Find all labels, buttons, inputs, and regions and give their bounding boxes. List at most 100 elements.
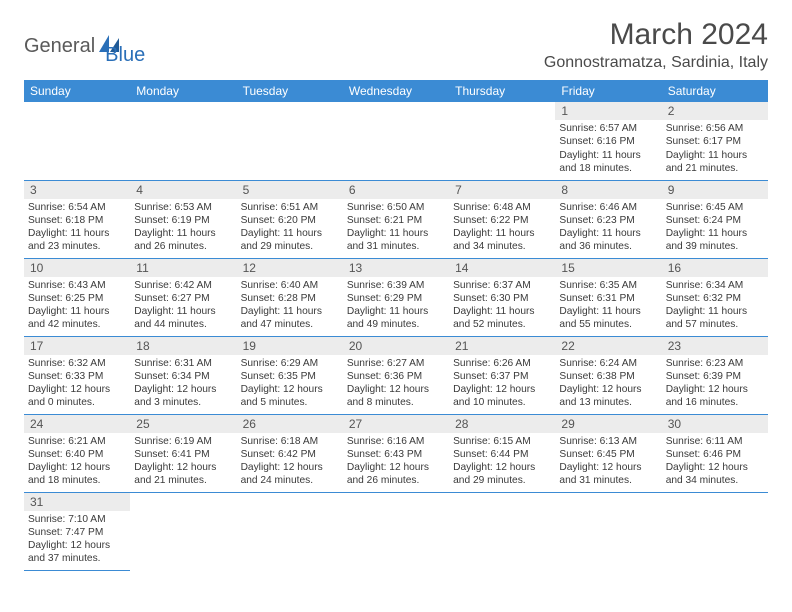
day-body: Sunrise: 6:54 AMSunset: 6:18 PMDaylight:… [24,199,130,256]
day-number: 17 [24,337,130,355]
day-body: Sunrise: 6:42 AMSunset: 6:27 PMDaylight:… [130,277,236,334]
day-number: 13 [343,259,449,277]
sunset-text: Sunset: 6:23 PM [559,214,657,227]
logo-text-general: General [24,35,95,58]
sunrise-text: Sunrise: 6:50 AM [347,201,445,214]
sunrise-text: Sunrise: 6:35 AM [559,279,657,292]
sunset-text: Sunset: 6:30 PM [453,292,551,305]
sunset-text: Sunset: 6:33 PM [28,370,126,383]
daylight-text: Daylight: 11 hours and 31 minutes. [347,227,445,254]
calendar-cell: 27Sunrise: 6:16 AMSunset: 6:43 PMDayligh… [343,414,449,492]
sunset-text: Sunset: 6:18 PM [28,214,126,227]
calendar-row: 1Sunrise: 6:57 AMSunset: 6:16 PMDaylight… [24,102,768,180]
calendar-cell: 6Sunrise: 6:50 AMSunset: 6:21 PMDaylight… [343,180,449,258]
day-number: 31 [24,493,130,511]
day-number: 10 [24,259,130,277]
daylight-text: Daylight: 12 hours and 31 minutes. [559,461,657,488]
weekday-header: Saturday [662,80,768,102]
calendar-cell: 8Sunrise: 6:46 AMSunset: 6:23 PMDaylight… [555,180,661,258]
daylight-text: Daylight: 11 hours and 47 minutes. [241,305,339,332]
weekday-header: Tuesday [237,80,343,102]
sunrise-text: Sunrise: 6:27 AM [347,357,445,370]
day-number: 18 [130,337,236,355]
header: General Blue March 2024 Gonnostramatza, … [24,18,768,72]
logo-text-blue: Blue [105,44,145,67]
sunset-text: Sunset: 6:41 PM [134,448,232,461]
day-body: Sunrise: 6:13 AMSunset: 6:45 PMDaylight:… [555,433,661,490]
sunrise-text: Sunrise: 6:54 AM [28,201,126,214]
sunrise-text: Sunrise: 6:51 AM [241,201,339,214]
sunset-text: Sunset: 6:34 PM [134,370,232,383]
day-number: 9 [662,181,768,199]
day-body: Sunrise: 6:37 AMSunset: 6:30 PMDaylight:… [449,277,555,334]
day-body: Sunrise: 6:32 AMSunset: 6:33 PMDaylight:… [24,355,130,412]
calendar-cell: 10Sunrise: 6:43 AMSunset: 6:25 PMDayligh… [24,258,130,336]
calendar-cell: 15Sunrise: 6:35 AMSunset: 6:31 PMDayligh… [555,258,661,336]
day-number: 11 [130,259,236,277]
calendar-cell: 30Sunrise: 6:11 AMSunset: 6:46 PMDayligh… [662,414,768,492]
calendar-body: 1Sunrise: 6:57 AMSunset: 6:16 PMDaylight… [24,102,768,570]
daylight-text: Daylight: 11 hours and 26 minutes. [134,227,232,254]
day-body: Sunrise: 6:39 AMSunset: 6:29 PMDaylight:… [343,277,449,334]
location: Gonnostramatza, Sardinia, Italy [544,54,768,72]
day-body: Sunrise: 6:56 AMSunset: 6:17 PMDaylight:… [662,120,768,177]
calendar-cell [130,492,236,570]
calendar-cell: 2Sunrise: 6:56 AMSunset: 6:17 PMDaylight… [662,102,768,180]
sunrise-text: Sunrise: 6:23 AM [666,357,764,370]
day-number: 26 [237,415,343,433]
calendar-cell: 23Sunrise: 6:23 AMSunset: 6:39 PMDayligh… [662,336,768,414]
sunrise-text: Sunrise: 6:57 AM [559,122,657,135]
sunrise-text: Sunrise: 6:48 AM [453,201,551,214]
day-number: 8 [555,181,661,199]
day-number: 28 [449,415,555,433]
day-body: Sunrise: 6:46 AMSunset: 6:23 PMDaylight:… [555,199,661,256]
calendar-cell [237,102,343,180]
sunrise-text: Sunrise: 6:13 AM [559,435,657,448]
day-body: Sunrise: 6:50 AMSunset: 6:21 PMDaylight:… [343,199,449,256]
calendar-cell: 12Sunrise: 6:40 AMSunset: 6:28 PMDayligh… [237,258,343,336]
day-body: Sunrise: 6:29 AMSunset: 6:35 PMDaylight:… [237,355,343,412]
calendar-cell: 9Sunrise: 6:45 AMSunset: 6:24 PMDaylight… [662,180,768,258]
calendar-row: 10Sunrise: 6:43 AMSunset: 6:25 PMDayligh… [24,258,768,336]
daylight-text: Daylight: 11 hours and 21 minutes. [666,149,764,176]
sunrise-text: Sunrise: 6:39 AM [347,279,445,292]
day-number: 7 [449,181,555,199]
day-body: Sunrise: 6:19 AMSunset: 6:41 PMDaylight:… [130,433,236,490]
sunset-text: Sunset: 6:29 PM [347,292,445,305]
day-body: Sunrise: 6:43 AMSunset: 6:25 PMDaylight:… [24,277,130,334]
day-body: Sunrise: 6:48 AMSunset: 6:22 PMDaylight:… [449,199,555,256]
calendar-cell [662,492,768,570]
sunset-text: Sunset: 6:19 PM [134,214,232,227]
day-number: 6 [343,181,449,199]
day-number: 21 [449,337,555,355]
logo: General Blue [24,26,145,67]
sunrise-text: Sunrise: 6:29 AM [241,357,339,370]
calendar-row: 24Sunrise: 6:21 AMSunset: 6:40 PMDayligh… [24,414,768,492]
sunset-text: Sunset: 6:43 PM [347,448,445,461]
sunrise-text: Sunrise: 6:19 AM [134,435,232,448]
daylight-text: Daylight: 11 hours and 39 minutes. [666,227,764,254]
calendar-cell [343,492,449,570]
daylight-text: Daylight: 12 hours and 26 minutes. [347,461,445,488]
daylight-text: Daylight: 12 hours and 3 minutes. [134,383,232,410]
calendar-cell: 11Sunrise: 6:42 AMSunset: 6:27 PMDayligh… [130,258,236,336]
calendar-cell: 20Sunrise: 6:27 AMSunset: 6:36 PMDayligh… [343,336,449,414]
calendar-cell: 21Sunrise: 6:26 AMSunset: 6:37 PMDayligh… [449,336,555,414]
calendar-cell [555,492,661,570]
sunrise-text: Sunrise: 6:26 AM [453,357,551,370]
day-body: Sunrise: 6:51 AMSunset: 6:20 PMDaylight:… [237,199,343,256]
daylight-text: Daylight: 12 hours and 8 minutes. [347,383,445,410]
daylight-text: Daylight: 12 hours and 16 minutes. [666,383,764,410]
day-body: Sunrise: 6:21 AMSunset: 6:40 PMDaylight:… [24,433,130,490]
calendar-cell: 4Sunrise: 6:53 AMSunset: 6:19 PMDaylight… [130,180,236,258]
calendar-cell: 3Sunrise: 6:54 AMSunset: 6:18 PMDaylight… [24,180,130,258]
day-number: 24 [24,415,130,433]
weekday-header: Friday [555,80,661,102]
calendar-cell: 18Sunrise: 6:31 AMSunset: 6:34 PMDayligh… [130,336,236,414]
sunset-text: Sunset: 6:31 PM [559,292,657,305]
calendar-cell [130,102,236,180]
sunset-text: Sunset: 6:40 PM [28,448,126,461]
sunset-text: Sunset: 6:21 PM [347,214,445,227]
calendar-row: 31Sunrise: 7:10 AMSunset: 7:47 PMDayligh… [24,492,768,570]
daylight-text: Daylight: 12 hours and 29 minutes. [453,461,551,488]
